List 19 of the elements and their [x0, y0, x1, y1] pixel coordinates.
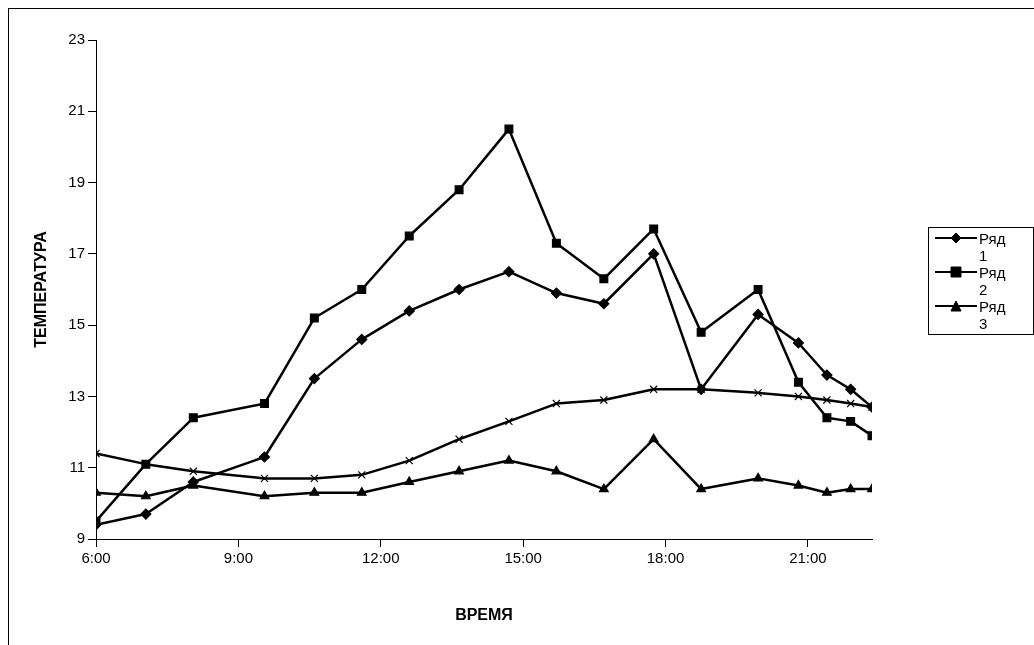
y-tick-label: 17: [68, 244, 85, 261]
y-tick-label: 15: [68, 315, 85, 333]
x-axis-title: ВРЕМЯ: [455, 605, 513, 623]
x-tick-label: 18:00: [646, 549, 685, 567]
y-tick-label: 23: [68, 30, 85, 48]
y-tick-label: 13: [68, 386, 85, 404]
y-axis-title: ТЕМПЕРАТУРА: [32, 230, 50, 348]
legend-label: Ряд 1: [979, 230, 1007, 264]
legend-label: Ряд 3: [979, 298, 1007, 332]
y-tick-label: 9: [76, 529, 85, 547]
x-tick-label: 21:00: [789, 549, 827, 567]
y-tick-label: 21: [68, 101, 85, 119]
x-tick-label: 12:00: [362, 549, 400, 567]
x-tick-label: 15:00: [504, 549, 542, 567]
x-tick-label: 9:00: [223, 549, 253, 567]
y-tick-label: 19: [68, 172, 85, 190]
y-tick-label: 11: [69, 457, 85, 475]
legend-label: Ряд 2: [979, 264, 1007, 298]
x-tick-label: 6:00: [81, 549, 111, 567]
